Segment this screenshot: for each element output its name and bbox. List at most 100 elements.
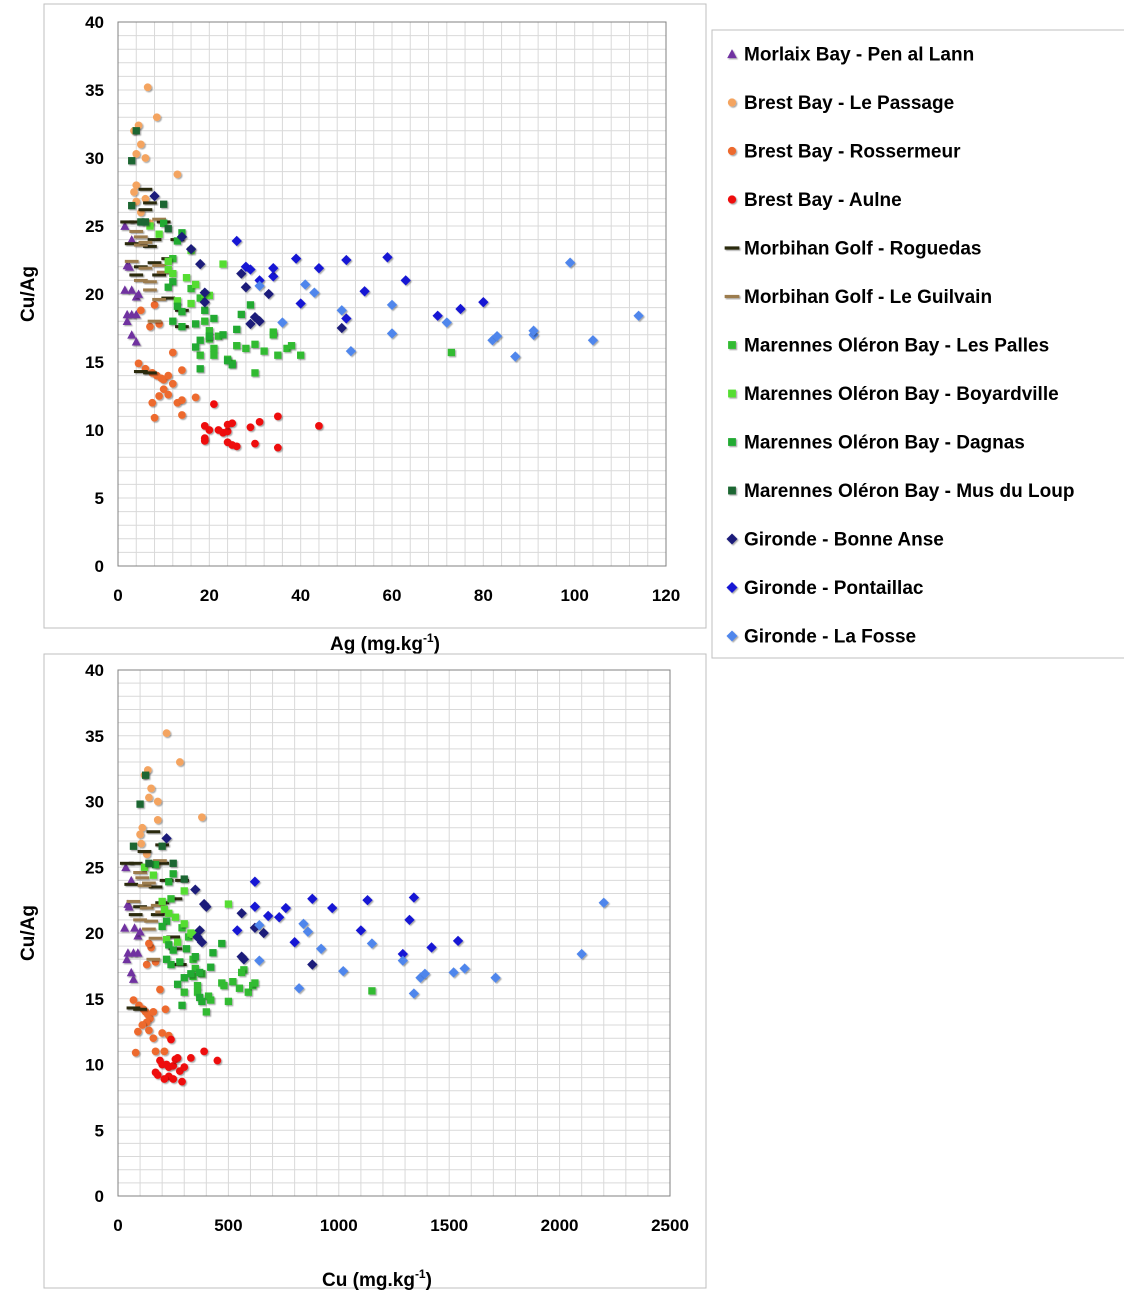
data-point [198, 813, 206, 822]
data-point [587, 335, 599, 346]
legend-marker [728, 389, 736, 398]
data-point [341, 313, 352, 324]
data-point [191, 953, 199, 961]
data-point [150, 903, 165, 907]
data-point [122, 316, 132, 326]
data-point [128, 861, 143, 865]
series-gironde-pontaillac [231, 235, 489, 324]
data-point [196, 336, 204, 344]
data-point [164, 390, 173, 399]
data-point [187, 284, 195, 293]
data-point [173, 170, 182, 179]
data-point [168, 379, 177, 388]
data-point [164, 371, 173, 380]
data-point [164, 257, 172, 266]
data-point [169, 269, 177, 278]
data-point [249, 901, 261, 912]
data-point [178, 924, 186, 932]
data-point [187, 299, 195, 308]
data-point [162, 729, 171, 737]
data-point [237, 968, 246, 977]
y-tick-label: 20 [85, 285, 104, 304]
data-point [169, 1075, 178, 1083]
data-point [274, 912, 285, 923]
data-point [386, 299, 398, 311]
data-point [169, 278, 177, 286]
data-point [124, 902, 134, 911]
data-point [268, 263, 279, 274]
data-point [246, 423, 255, 432]
data-point [315, 422, 323, 430]
data-point [133, 370, 148, 374]
data-point [133, 243, 148, 247]
chart-top-x-tick-labels: 0 20 40 60 80 100 120 [113, 586, 680, 605]
data-point [397, 948, 408, 960]
legend-label: Marennes Oléron Bay - Dagnas [744, 433, 1025, 454]
data-point [200, 437, 209, 445]
data-point [240, 282, 252, 293]
x-tick-label: 2000 [541, 1216, 579, 1235]
data-point [139, 906, 154, 910]
series-marennes-oleron-bay-les-palles [169, 254, 456, 377]
data-point [152, 273, 166, 277]
legend-item-marennes-oleron-bay-les-palles: Marennes Oléron Bay - Les Palles [728, 336, 1049, 357]
data-point [128, 974, 138, 983]
data-point [201, 901, 212, 912]
data-point [152, 263, 166, 267]
data-point [173, 302, 182, 310]
series-brest-bay-rossermeur [134, 301, 200, 422]
series-marennes-oleron-bay-mus-du-loup [129, 771, 188, 883]
data-point [193, 981, 202, 990]
data-point [198, 997, 206, 1006]
data-point [180, 988, 188, 996]
data-point [129, 229, 144, 233]
legend-frame [711, 29, 1124, 659]
series-gironde-pontaillac [232, 876, 464, 960]
chart-bottom-plot-area [117, 669, 671, 1197]
data-point [359, 286, 370, 297]
legend-label: Gironde - Bonne Anse [744, 530, 944, 551]
data-point [338, 965, 349, 977]
data-point [232, 442, 241, 451]
legend-label: Morbihan Golf - Roguedas [744, 239, 982, 260]
data-point [564, 257, 576, 268]
data-point [147, 319, 162, 323]
data-point [150, 413, 159, 422]
data-point [173, 1054, 182, 1062]
data-point [147, 784, 155, 793]
data-point [251, 369, 259, 377]
data-point [165, 878, 173, 886]
data-point [126, 899, 141, 903]
data-point [120, 220, 135, 224]
chart-bottom-x-axis-label: Cu (mg.kg-1) [322, 1267, 432, 1291]
data-point [233, 342, 241, 350]
data-point [362, 894, 373, 906]
data-point [240, 261, 252, 272]
data-point [129, 842, 138, 850]
legend-marker [727, 146, 737, 156]
data-point [426, 942, 437, 953]
x-tick-label: 0 [113, 1216, 122, 1235]
y-tick-label: 15 [85, 353, 104, 372]
data-point [260, 347, 268, 355]
data-point [149, 190, 160, 202]
data-point [251, 439, 259, 448]
chart-bottom: 0 5 10 15 20 25 30 35 40 0 500 1000 1500 2000 2500 Cu… [18, 653, 707, 1291]
y-tick-label: 5 [95, 489, 104, 508]
data-point [126, 875, 136, 885]
data-point [160, 200, 168, 208]
data-point [205, 327, 213, 335]
data-point [287, 342, 296, 350]
data-point [487, 335, 498, 346]
data-point [432, 310, 443, 321]
data-point [245, 318, 256, 330]
data-point [162, 955, 171, 963]
data-point [178, 366, 186, 375]
data-point [195, 258, 206, 270]
x-tick-label: 40 [291, 586, 310, 605]
y-tick-label: 40 [85, 661, 104, 680]
chart-top: 0 5 10 15 20 25 30 35 40 0 20 40 60 80 100 120 Cu/Ag A… [18, 3, 707, 655]
data-point [178, 1077, 186, 1086]
legend-marker [726, 581, 738, 594]
